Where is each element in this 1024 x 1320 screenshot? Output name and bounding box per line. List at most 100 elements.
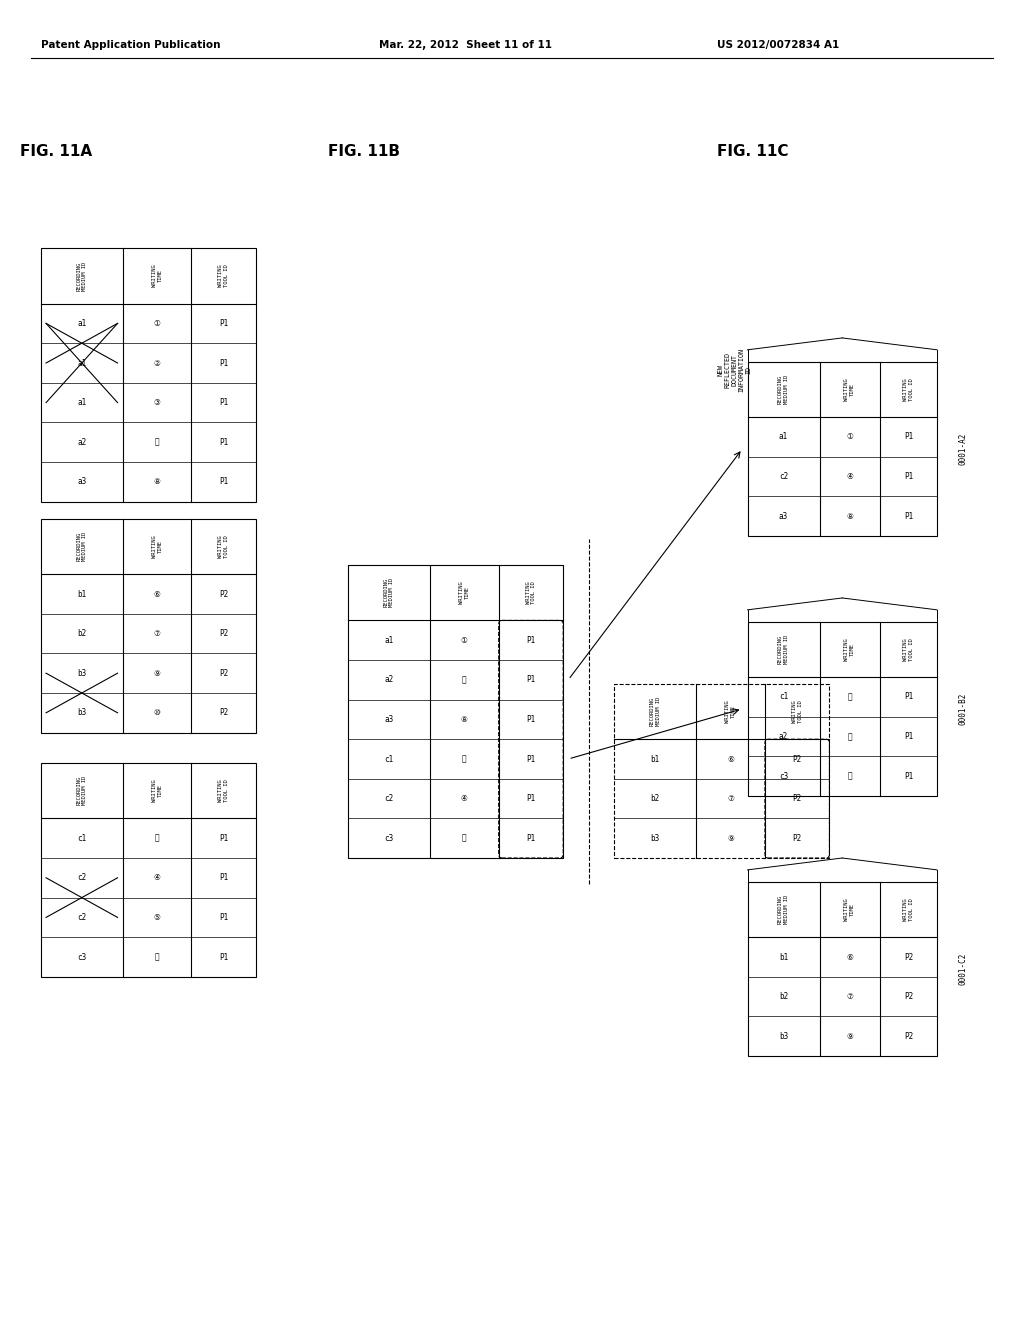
Text: Mar. 22, 2012  Sheet 11 of 11: Mar. 22, 2012 Sheet 11 of 11 [379, 40, 552, 50]
Text: WRITING
TIME: WRITING TIME [845, 638, 855, 661]
Text: FIG. 11B: FIG. 11B [328, 144, 399, 160]
Text: RECORDING
MEDIUM ID: RECORDING MEDIUM ID [778, 375, 788, 404]
Text: a1: a1 [384, 636, 393, 644]
Text: P2: P2 [219, 590, 228, 598]
Text: WRITING
TOOL ID: WRITING TOOL ID [903, 898, 914, 921]
Text: a1: a1 [77, 399, 86, 407]
Text: a1: a1 [77, 319, 86, 327]
Bar [348, 565, 563, 858]
Text: Patent Application Publication: Patent Application Publication [41, 40, 220, 50]
Text: WRITING
TIME: WRITING TIME [152, 779, 163, 803]
Bar [748, 362, 937, 536]
Text: P1: P1 [219, 874, 228, 882]
Text: ⑧: ⑧ [154, 478, 161, 486]
Text: WRITING
TIME: WRITING TIME [725, 700, 736, 723]
Text: FIG. 11A: FIG. 11A [20, 144, 92, 160]
Text: P1: P1 [526, 715, 536, 723]
Text: b2: b2 [650, 795, 659, 803]
Text: ⑨: ⑨ [727, 834, 734, 842]
Text: ①: ① [847, 433, 853, 441]
Text: b3: b3 [77, 669, 86, 677]
Text: WRITING
TIME: WRITING TIME [152, 535, 163, 558]
Text: P1: P1 [219, 834, 228, 842]
Text: ④: ④ [847, 473, 853, 480]
Text: P2: P2 [219, 630, 228, 638]
Text: b3: b3 [77, 709, 86, 717]
Text: b1: b1 [779, 953, 788, 961]
Text: ①: ① [461, 636, 468, 644]
Text: a2: a2 [384, 676, 393, 684]
Text: P1: P1 [904, 733, 913, 741]
Text: ⑧: ⑧ [847, 512, 853, 520]
Text: b3: b3 [650, 834, 659, 842]
Text: WRITING
TOOL ID: WRITING TOOL ID [218, 264, 229, 288]
Text: c3: c3 [384, 834, 393, 842]
Text: P1: P1 [526, 676, 536, 684]
Text: P1: P1 [219, 953, 228, 961]
Text: P1: P1 [526, 755, 536, 763]
Text: b3: b3 [779, 1032, 788, 1040]
Text: P1: P1 [219, 319, 228, 327]
Text: NEW
REFLECTED
DOCUMENT
INFORMATION
ID: NEW REFLECTED DOCUMENT INFORMATION ID [717, 347, 752, 392]
Text: c1: c1 [384, 755, 393, 763]
Text: a3: a3 [77, 478, 86, 486]
Text: ③: ③ [154, 399, 161, 407]
Text: ⑨: ⑨ [847, 1032, 853, 1040]
Bar [748, 882, 937, 1056]
Text: P2: P2 [219, 669, 228, 677]
Bar [41, 248, 256, 502]
Text: RECORDING
MEDIUM ID: RECORDING MEDIUM ID [778, 895, 788, 924]
Text: b2: b2 [77, 630, 86, 638]
Text: a1: a1 [77, 359, 86, 367]
Text: RECORDING
MEDIUM ID: RECORDING MEDIUM ID [778, 635, 788, 664]
Text: ⑬: ⑬ [462, 834, 467, 842]
Text: c2: c2 [77, 913, 86, 921]
Text: ⑩: ⑩ [154, 709, 161, 717]
Text: ⑥: ⑥ [727, 755, 734, 763]
Bar [41, 763, 256, 977]
Text: b1: b1 [77, 590, 86, 598]
Text: c2: c2 [779, 473, 788, 480]
Text: P2: P2 [219, 709, 228, 717]
Text: P1: P1 [526, 795, 536, 803]
Text: ⑫: ⑫ [462, 676, 467, 684]
Text: ④: ④ [461, 795, 468, 803]
Text: WRITING
TIME: WRITING TIME [845, 378, 855, 401]
Text: ⑪: ⑪ [848, 693, 852, 701]
Text: P1: P1 [904, 512, 913, 520]
Text: ⑥: ⑥ [847, 953, 853, 961]
Text: c1: c1 [779, 693, 788, 701]
Text: ⑫: ⑫ [155, 438, 160, 446]
Text: WRITING
TOOL ID: WRITING TOOL ID [525, 581, 537, 605]
Text: a1: a1 [779, 433, 788, 441]
Text: c3: c3 [77, 953, 86, 961]
Text: ④: ④ [154, 874, 161, 882]
Text: b2: b2 [779, 993, 788, 1001]
Text: P1: P1 [219, 438, 228, 446]
Text: a2: a2 [77, 438, 86, 446]
Text: c2: c2 [384, 795, 393, 803]
Text: c3: c3 [779, 772, 788, 780]
Text: ⑦: ⑦ [727, 795, 734, 803]
Text: ⑤: ⑤ [154, 913, 161, 921]
Text: P1: P1 [219, 399, 228, 407]
Text: P1: P1 [904, 433, 913, 441]
Text: FIG. 11C: FIG. 11C [717, 144, 788, 160]
Text: 0001-B2: 0001-B2 [958, 693, 967, 725]
Text: RECORDING
MEDIUM ID: RECORDING MEDIUM ID [384, 578, 394, 607]
Text: c2: c2 [77, 874, 86, 882]
Text: P2: P2 [904, 953, 913, 961]
Text: RECORDING
MEDIUM ID: RECORDING MEDIUM ID [650, 697, 660, 726]
Text: P1: P1 [904, 693, 913, 701]
Text: P1: P1 [219, 359, 228, 367]
Text: RECORDING
MEDIUM ID: RECORDING MEDIUM ID [77, 776, 87, 805]
Text: a3: a3 [779, 512, 788, 520]
Text: ①: ① [154, 319, 161, 327]
Text: P1: P1 [904, 772, 913, 780]
Text: P1: P1 [219, 913, 228, 921]
Text: ⑬: ⑬ [848, 772, 852, 780]
Text: RECORDING
MEDIUM ID: RECORDING MEDIUM ID [77, 532, 87, 561]
Text: WRITING
TOOL ID: WRITING TOOL ID [903, 378, 914, 401]
Text: a2: a2 [779, 733, 788, 741]
Text: WRITING
TIME: WRITING TIME [845, 898, 855, 921]
